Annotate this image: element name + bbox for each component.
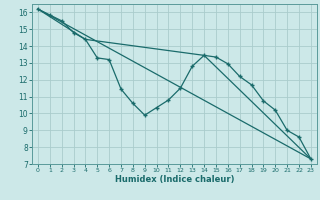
X-axis label: Humidex (Indice chaleur): Humidex (Indice chaleur) <box>115 175 234 184</box>
